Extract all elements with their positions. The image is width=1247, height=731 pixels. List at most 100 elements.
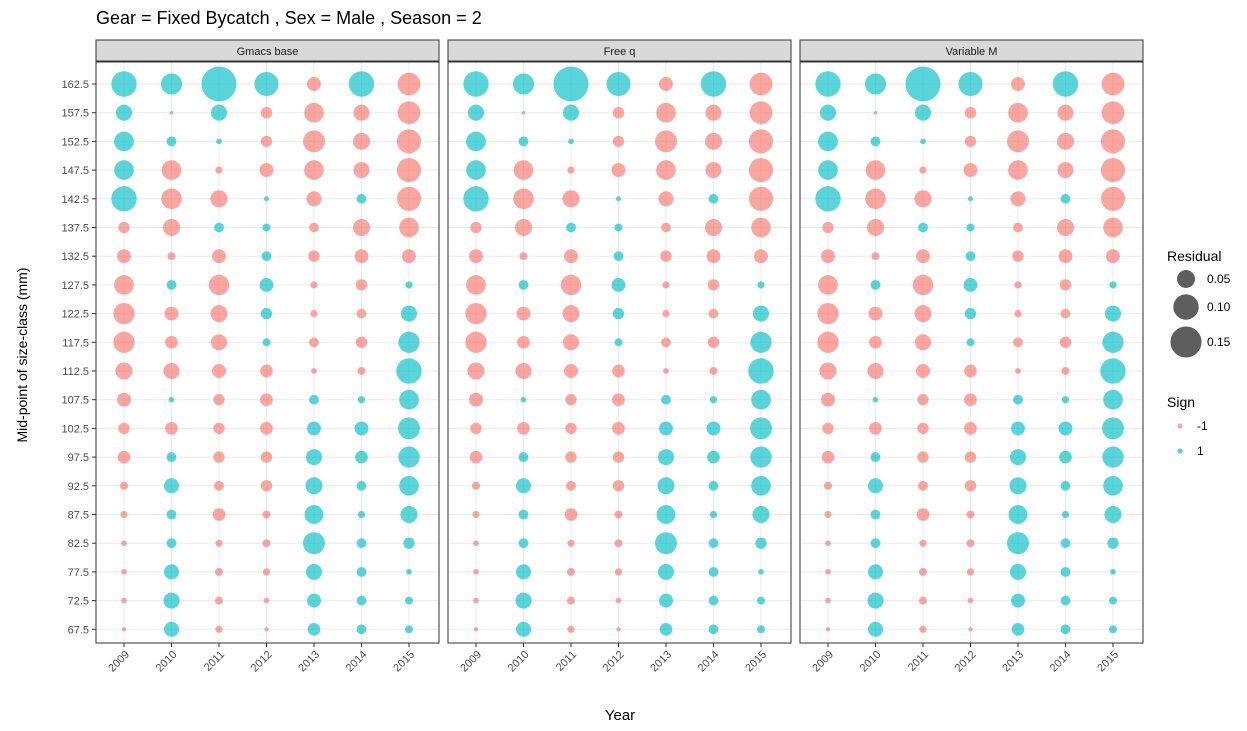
bubble: [567, 539, 575, 547]
bubble: [709, 510, 718, 519]
bubble: [399, 217, 419, 238]
bubble: [210, 305, 228, 323]
bubble: [398, 417, 420, 440]
y-tick-label: 127.5: [61, 280, 89, 292]
bubble: [473, 540, 479, 547]
bubble: [749, 101, 773, 125]
bubble: [208, 274, 230, 296]
bubble: [1060, 595, 1071, 606]
bubble: [657, 449, 675, 466]
bubble: [708, 193, 719, 204]
x-tick-label: 2015: [743, 649, 769, 675]
bubble: [663, 368, 669, 374]
bubble: [396, 186, 422, 211]
bubble: [964, 422, 977, 435]
bubble: [553, 66, 589, 102]
bubble: [352, 218, 371, 237]
bubble: [866, 218, 885, 237]
bubble: [117, 392, 131, 407]
x-tick-label: 2014: [1048, 649, 1074, 675]
bubble: [260, 480, 273, 492]
bubble: [705, 162, 722, 179]
bubble: [566, 596, 576, 605]
bubble: [708, 624, 719, 635]
bubble: [1108, 596, 1118, 605]
bubble: [822, 422, 834, 435]
y-tick-label: 157.5: [61, 108, 89, 120]
bubble: [260, 393, 273, 407]
x-tick-label: 2010: [858, 649, 884, 675]
bubble: [406, 569, 412, 575]
bubble: [308, 250, 320, 262]
bubble: [611, 277, 626, 292]
bubble: [1100, 358, 1126, 384]
bubble: [521, 110, 526, 115]
bubble: [562, 104, 580, 121]
bubble: [463, 71, 489, 97]
bubble: [215, 539, 223, 547]
bubble: [303, 130, 325, 153]
bubble: [1056, 218, 1075, 237]
bubble: [748, 358, 774, 384]
bubble: [470, 221, 482, 234]
bubble: [213, 394, 225, 406]
bubble: [821, 450, 835, 464]
bubble: [708, 538, 719, 549]
bubble: [615, 597, 622, 604]
bubble: [662, 310, 670, 318]
bubble: [515, 564, 532, 580]
bubble: [168, 396, 175, 403]
x-tick-label: 2012: [601, 649, 627, 675]
y-tick-label: 132.5: [61, 251, 89, 263]
y-tick-label: 67.5: [68, 624, 89, 636]
bubble: [752, 505, 770, 524]
y-tick-label: 72.5: [68, 596, 89, 608]
bubble: [749, 72, 773, 96]
bubble: [1061, 366, 1070, 376]
bubble: [967, 196, 974, 202]
bubble: [967, 597, 974, 604]
bubble: [656, 505, 676, 524]
bubble: [1059, 279, 1072, 291]
bubble: [612, 393, 625, 407]
bubble: [567, 166, 575, 174]
bubble: [818, 275, 838, 295]
bubble: [400, 305, 418, 322]
bubble: [916, 364, 930, 378]
bubble: [307, 77, 321, 91]
bubble: [655, 130, 677, 153]
bubble: [473, 569, 479, 575]
bubble: [1056, 132, 1075, 150]
bubble: [212, 508, 226, 521]
bubble: [512, 73, 535, 95]
bubble: [214, 567, 224, 576]
bubble: [166, 538, 177, 549]
bubble: [869, 335, 882, 349]
bubble: [560, 274, 582, 296]
bubble: [708, 566, 719, 577]
bubble: [166, 509, 177, 520]
bubble: [1059, 450, 1072, 464]
bubble: [757, 281, 765, 289]
bubble: [310, 281, 318, 289]
bubble: [748, 186, 774, 211]
x-tick-label: 2009: [458, 649, 484, 675]
bubble: [1014, 310, 1022, 318]
bubble: [357, 396, 366, 404]
bubble: [166, 136, 177, 147]
bubble: [658, 191, 674, 207]
bubble: [115, 362, 133, 380]
bubble: [964, 480, 977, 492]
bubble: [919, 166, 927, 174]
bubble: [167, 252, 176, 261]
bubble: [1011, 622, 1025, 636]
x-tick-label: 2013: [296, 649, 322, 675]
bubble: [868, 306, 883, 321]
bubble: [1008, 505, 1028, 524]
bubble: [754, 249, 768, 264]
bubble: [404, 625, 414, 634]
bubble: [958, 71, 983, 97]
panel-strip: [799, 39, 1144, 62]
bubble: [254, 71, 279, 97]
